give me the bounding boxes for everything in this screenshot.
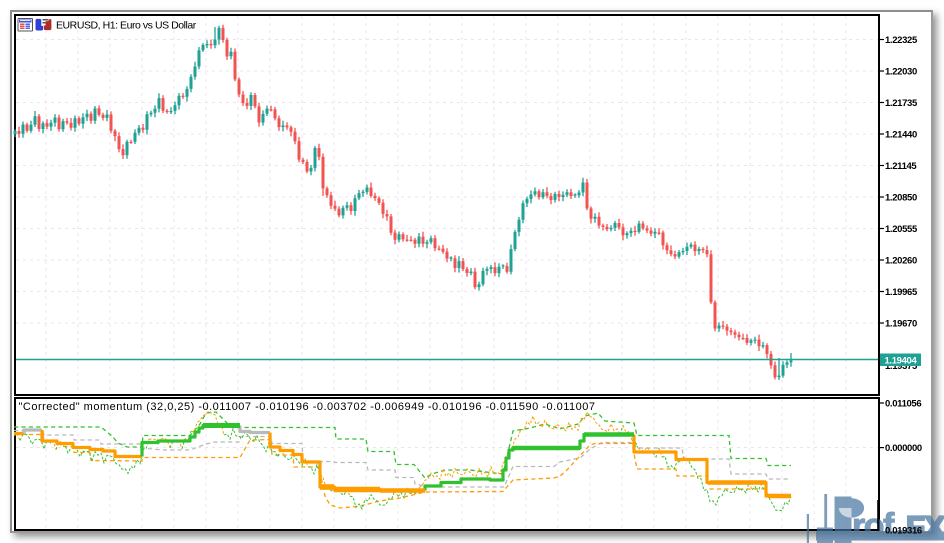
svg-text:1.19375: 1.19375: [885, 361, 918, 372]
svg-text:0.011056: 0.011056: [885, 399, 921, 410]
svg-text:1.21145: 1.21145: [885, 161, 917, 172]
svg-text:rof: rof: [852, 507, 895, 543]
svg-text:EURUSD, H1: Euro vs US Dollar: EURUSD, H1: Euro vs US Dollar: [56, 20, 197, 32]
svg-text:1.19670: 1.19670: [885, 319, 917, 330]
svg-text:FX: FX: [906, 510, 944, 543]
svg-text:1.20850: 1.20850: [885, 193, 917, 204]
svg-text:1.22325: 1.22325: [885, 35, 918, 46]
svg-text:1.20555: 1.20555: [885, 224, 918, 235]
svg-text:1.19404: 1.19404: [885, 356, 918, 367]
svg-text:1.19965: 1.19965: [885, 287, 918, 298]
svg-text:"Corrected" momentum (32,0,25): "Corrected" momentum (32,0,25) -0.011007…: [19, 401, 596, 413]
svg-text:1.22030: 1.22030: [885, 67, 917, 78]
svg-text:0.000000: 0.000000: [885, 443, 922, 454]
svg-text:1.21440: 1.21440: [885, 130, 917, 141]
svg-text:1.21735: 1.21735: [885, 98, 918, 109]
svg-text:0.019316: 0.019316: [885, 526, 922, 537]
svg-text:1.20260: 1.20260: [885, 256, 917, 267]
